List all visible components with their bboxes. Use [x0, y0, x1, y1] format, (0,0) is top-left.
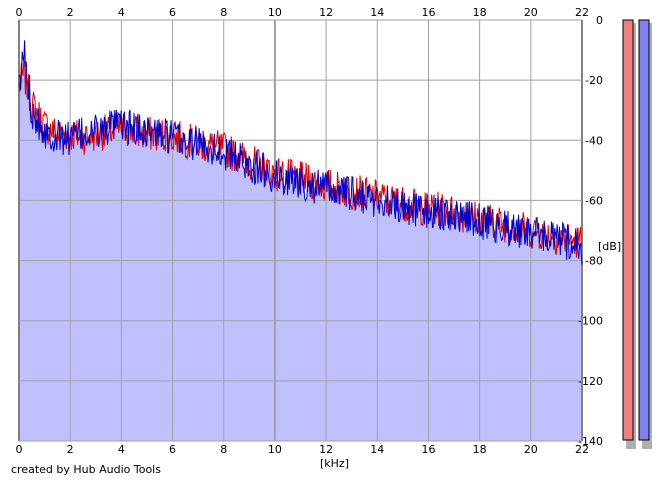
- y-tick-label: -140: [578, 435, 603, 448]
- x-bottom-tick-label: 16: [421, 443, 435, 456]
- channel-level-meters: [622, 19, 652, 449]
- y-axis-label: [dB]: [598, 240, 621, 253]
- x-bottom-tick-label: 10: [268, 443, 282, 456]
- x-bottom-tick-label: 12: [319, 443, 333, 456]
- x-bottom-tick-label: 6: [169, 443, 176, 456]
- x-bottom-tick-label: 4: [118, 443, 125, 456]
- y-tick-label: -60: [585, 194, 603, 207]
- x-bottom-tick-label: 2: [67, 443, 74, 456]
- y-tick-label: -80: [585, 255, 603, 268]
- x-axis-top-tick-labels: 0 2 4 6 8 10 12 14 16 18 20 22: [16, 6, 590, 19]
- x-bottom-tick-label: 18: [473, 443, 487, 456]
- x-top-tick-label: 14: [370, 6, 384, 19]
- x-bottom-tick-label: 20: [524, 443, 538, 456]
- x-top-tick-label: 12: [319, 6, 333, 19]
- y-tick-label: -40: [585, 134, 603, 147]
- x-top-tick-label: 8: [220, 6, 227, 19]
- x-top-tick-label: 2: [67, 6, 74, 19]
- x-top-tick-label: 4: [118, 6, 125, 19]
- x-bottom-tick-label: 14: [370, 443, 384, 456]
- x-top-tick-label: 0: [16, 6, 23, 19]
- x-top-tick-label: 10: [268, 6, 282, 19]
- series-line-right: [18, 40, 583, 265]
- x-top-tick-label: 6: [169, 6, 176, 19]
- x-top-tick-label: 20: [524, 6, 538, 19]
- x-axis-label: [kHz]: [320, 457, 349, 470]
- y-axis-tick-labels: 0 -20 -40 -60 -80 -100 -120 -140: [578, 14, 603, 448]
- level-meter-left: [622, 19, 634, 441]
- level-meter-right: [638, 19, 650, 441]
- y-tick-label: -120: [578, 375, 603, 388]
- y-tick-label: -20: [585, 74, 603, 87]
- x-top-tick-label: 16: [421, 6, 435, 19]
- series-line-left: [18, 60, 583, 258]
- x-bottom-tick-label: 22: [575, 443, 589, 456]
- x-axis-bottom-tick-labels: 0 2 4 6 8 10 12 14 16 18 20 22: [16, 443, 590, 456]
- x-top-tick-label: 22: [575, 6, 589, 19]
- x-bottom-tick-label: 0: [16, 443, 23, 456]
- y-tick-label: -100: [578, 315, 603, 328]
- x-bottom-tick-label: 8: [220, 443, 227, 456]
- y-tick-label: 0: [596, 14, 603, 27]
- series-lines: [18, 40, 583, 265]
- credit-text: created by Hub Audio Tools: [11, 463, 161, 476]
- x-top-tick-label: 18: [473, 6, 487, 19]
